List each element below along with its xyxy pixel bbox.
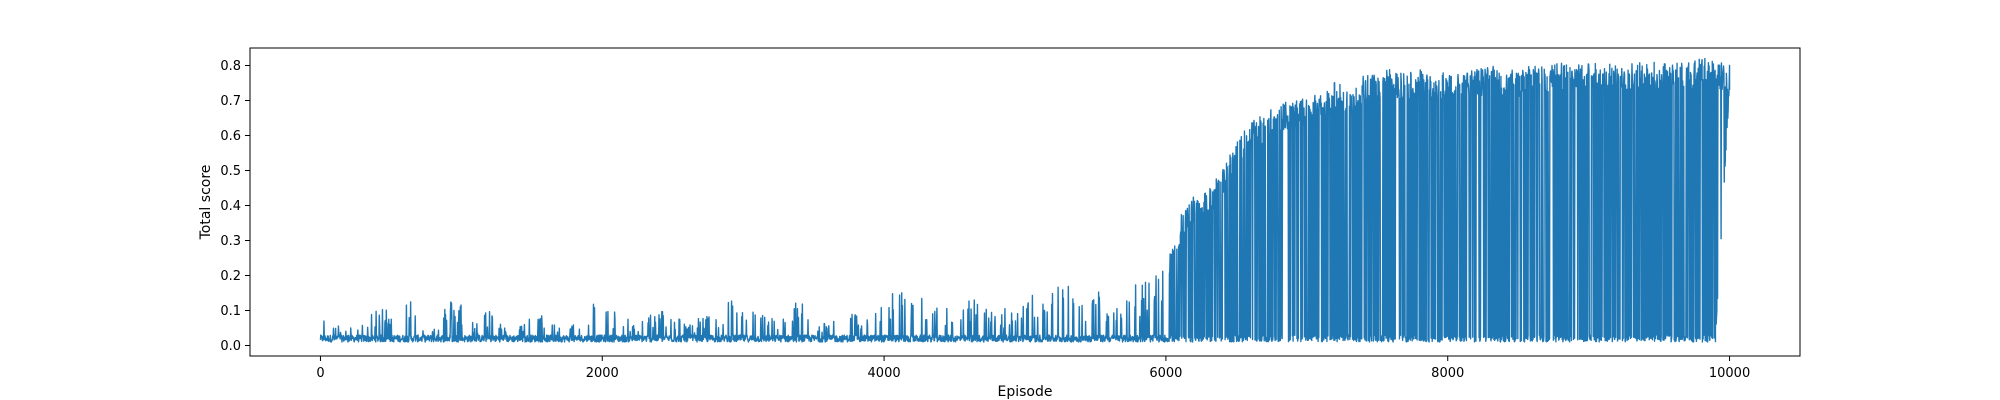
x-tick-label: 8000	[1431, 366, 1464, 381]
y-tick-label: 0.4	[220, 199, 241, 214]
y-tick-label: 0.5	[220, 164, 241, 179]
x-tick-label: 4000	[868, 366, 901, 381]
y-tick-label: 0.2	[220, 269, 241, 284]
x-axis-label: Episode	[998, 384, 1053, 400]
y-tick-label: 0.7	[220, 94, 241, 109]
x-axis: 0 2000 4000 6000 8000 10000	[316, 356, 1750, 381]
x-tick-label: 10000	[1709, 366, 1750, 381]
y-axis: 0.0 0.1 0.2 0.3 0.4 0.5 0.6 0.7 0.8	[220, 59, 250, 354]
y-tick-label: 0.6	[220, 129, 241, 144]
x-tick-label: 6000	[1149, 366, 1182, 381]
x-tick-label: 2000	[586, 366, 619, 381]
axes-frame	[249, 47, 1801, 357]
y-axis-label: Total score	[198, 165, 214, 241]
y-tick-label: 0.0	[220, 339, 241, 354]
y-tick-label: 0.3	[220, 234, 241, 249]
score-series-line	[319, 57, 1731, 343]
x-tick-label: 0	[316, 366, 324, 381]
y-tick-label: 0.1	[220, 304, 241, 319]
plot-area	[319, 57, 1731, 343]
y-tick-label: 0.8	[220, 59, 241, 74]
